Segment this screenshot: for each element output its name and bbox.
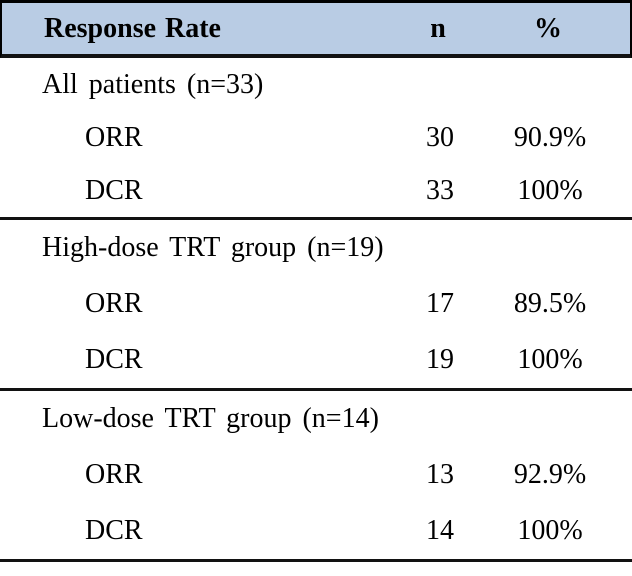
metric-label: DCR [85, 515, 143, 546]
group-title: High-dose TRT group (n=19) [42, 232, 384, 263]
table-row: ORR 17 89.5% [0, 276, 632, 332]
table-row: DCR 14 100% [0, 503, 632, 559]
header-response-rate: Response Rate [44, 12, 221, 44]
metric-label: ORR [85, 459, 143, 490]
group-title-row: High-dose TRT group (n=19) [0, 220, 632, 276]
table-header-row: Response Rate n % [0, 0, 632, 58]
metric-pct: 100% [517, 515, 583, 546]
metric-n: 30 [426, 121, 454, 153]
table-row: DCR 19 100% [0, 332, 632, 388]
metric-pct: 92.9% [513, 459, 587, 490]
metric-pct: 100% [517, 344, 583, 375]
header-percent: % [534, 12, 562, 44]
metric-pct: 90.9% [513, 121, 587, 153]
table-row: ORR 30 90.9% [0, 111, 632, 164]
table-row: ORR 13 92.9% [0, 447, 632, 503]
group-title-row: Low-dose TRT group (n=14) [0, 391, 632, 447]
metric-label: DCR [85, 174, 143, 206]
metric-n: 33 [426, 174, 454, 206]
section-all-patients: All patients (n=33) ORR 30 90.9% DCR 33 … [0, 58, 632, 220]
metric-label: DCR [85, 344, 143, 375]
metric-label: ORR [85, 288, 143, 319]
group-title: All patients (n=33) [42, 68, 264, 100]
metric-n: 14 [426, 515, 454, 546]
metric-n: 17 [426, 288, 454, 319]
group-title: Low-dose TRT group (n=14) [42, 403, 379, 434]
group-title-row: All patients (n=33) [0, 58, 632, 111]
metric-pct: 100% [517, 174, 583, 206]
header-n: n [430, 12, 446, 44]
metric-n: 19 [426, 344, 454, 375]
metric-n: 13 [426, 459, 454, 490]
section-low-dose: Low-dose TRT group (n=14) ORR 13 92.9% D… [0, 391, 632, 562]
metric-pct: 89.5% [513, 288, 587, 319]
metric-label: ORR [85, 121, 143, 153]
section-high-dose: High-dose TRT group (n=19) ORR 17 89.5% … [0, 220, 632, 391]
table-row: DCR 33 100% [0, 164, 632, 217]
